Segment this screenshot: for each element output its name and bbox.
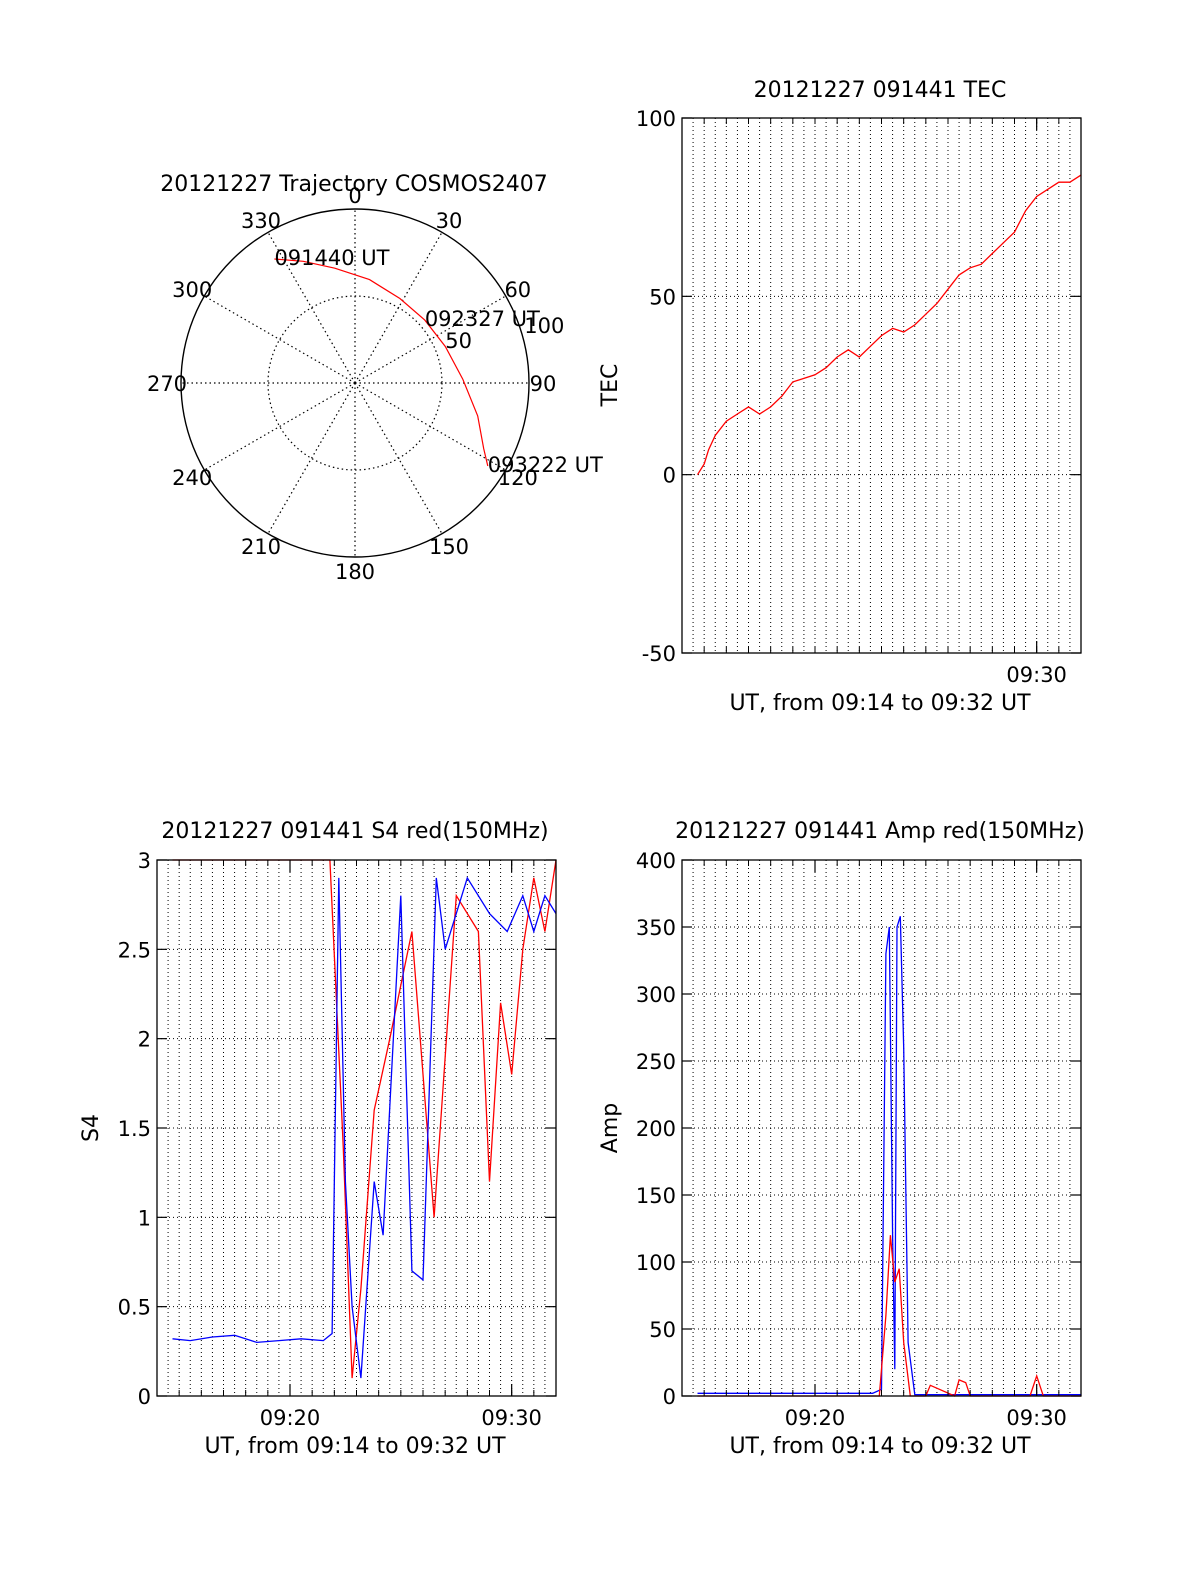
trajectory-polar-plot: 20121227 Trajectory COSMOS2407 0 30 60 90 12…: [147, 172, 603, 584]
polar-spoke: [354, 382, 443, 534]
azimuth-label: 0: [348, 184, 361, 208]
amp-x-label: UT, from 09:14 to 09:32 UT: [729, 1434, 1031, 1459]
y-tick-label: 2: [138, 1028, 151, 1052]
x-tick-label: 09:20: [785, 1406, 846, 1430]
series-line-red: [172, 859, 557, 1379]
y-tick-label: 250: [636, 1050, 676, 1074]
polar-spoke: [354, 232, 443, 384]
y-tick-label: 1: [138, 1206, 151, 1230]
s4-x-label: UT, from 09:14 to 09:32 UT: [204, 1434, 506, 1459]
azimuth-label: 150: [429, 535, 469, 559]
y-tick-label: 50: [649, 285, 676, 309]
polar-spoke: [267, 232, 356, 384]
y-tick-label: 0: [138, 1385, 151, 1409]
y-tick-label: 350: [636, 916, 676, 940]
y-tick-label: 400: [636, 849, 676, 873]
series-line-blue: [172, 876, 557, 1379]
s4-plot: 20121227 091441 S4 red(150MHz) UT, from …: [79, 819, 557, 1459]
s4-y-label: S4: [79, 1114, 104, 1142]
azimuth-label: 60: [504, 278, 531, 302]
series-line-red: [697, 1235, 1081, 1397]
y-tick-label: 300: [636, 983, 676, 1007]
y-tick-label: 0.5: [118, 1296, 151, 1320]
satellite-track-line: [274, 258, 489, 467]
x-tick-label: 09:30: [1006, 663, 1067, 687]
tec-plot: 20121227 091441 TEC UT, from 09:14 to 09…: [598, 78, 1082, 716]
amp-title: 20121227 091441 Amp red(150MHz): [675, 819, 1085, 844]
y-tick-label: 100: [636, 1251, 676, 1275]
azimuth-label: 300: [172, 278, 212, 302]
series-line-red: [696, 174, 1082, 476]
y-tick-label: 0: [663, 464, 676, 488]
y-tick-label: 200: [636, 1117, 676, 1141]
tec-title: 20121227 091441 TEC: [754, 78, 1007, 103]
azimuth-label: 270: [147, 372, 187, 396]
y-tick-label: 150: [636, 1184, 676, 1208]
series-line-blue: [697, 916, 1081, 1396]
azimuth-label: 240: [172, 466, 212, 490]
azimuth-label: 30: [436, 209, 463, 233]
y-tick-label: 0: [663, 1385, 676, 1409]
polar-spoke: [354, 295, 506, 384]
y-tick-label: 50: [649, 1318, 676, 1342]
x-tick-label: 09:20: [260, 1406, 321, 1430]
azimuth-label: 180: [335, 560, 375, 584]
polar-outer-ring: [180, 208, 530, 558]
x-tick-label: 09:30: [481, 1406, 542, 1430]
trajectory-title: 20121227 Trajectory COSMOS2407: [160, 172, 547, 197]
y-tick-label: 100: [636, 107, 676, 131]
x-tick-label: 09:30: [1006, 1406, 1067, 1430]
track-time-label: 091440 UT: [274, 246, 389, 270]
tec-x-label: UT, from 09:14 to 09:32 UT: [729, 691, 1031, 716]
azimuth-label: 90: [530, 372, 557, 396]
azimuth-label: 330: [241, 209, 281, 233]
radial-label: 100: [524, 314, 564, 338]
s4-title: 20121227 091441 S4 red(150MHz): [161, 819, 548, 844]
track-time-labels: 091440 UT 092327 UT 093222 UT: [274, 246, 603, 477]
tec-y-label: TEC: [598, 364, 623, 408]
polar-spoke: [204, 295, 356, 384]
y-tick-label: 1.5: [118, 1117, 151, 1141]
polar-spoke: [267, 382, 356, 534]
polar-grid: [180, 208, 530, 558]
azimuth-label: 210: [241, 535, 281, 559]
y-tick-label: -50: [642, 642, 676, 666]
polar-labels: 0 30 60 90 120 150 180 210 240 270 300 330 50 100: [147, 184, 564, 584]
track-time-label: 093222 UT: [488, 453, 603, 477]
azimuth-label: 120: [498, 466, 538, 490]
polar-spoke: [354, 382, 506, 471]
y-tick-label: 3: [138, 849, 151, 873]
amp-y-label: Amp: [598, 1103, 623, 1153]
track-time-label: 092327 UT: [425, 307, 540, 331]
radial-label: 50: [445, 329, 472, 353]
y-tick-label: 2.5: [118, 938, 151, 962]
polar-spoke: [204, 382, 356, 471]
amp-plot: 20121227 091441 Amp red(150MHz) UT, from…: [598, 819, 1085, 1459]
